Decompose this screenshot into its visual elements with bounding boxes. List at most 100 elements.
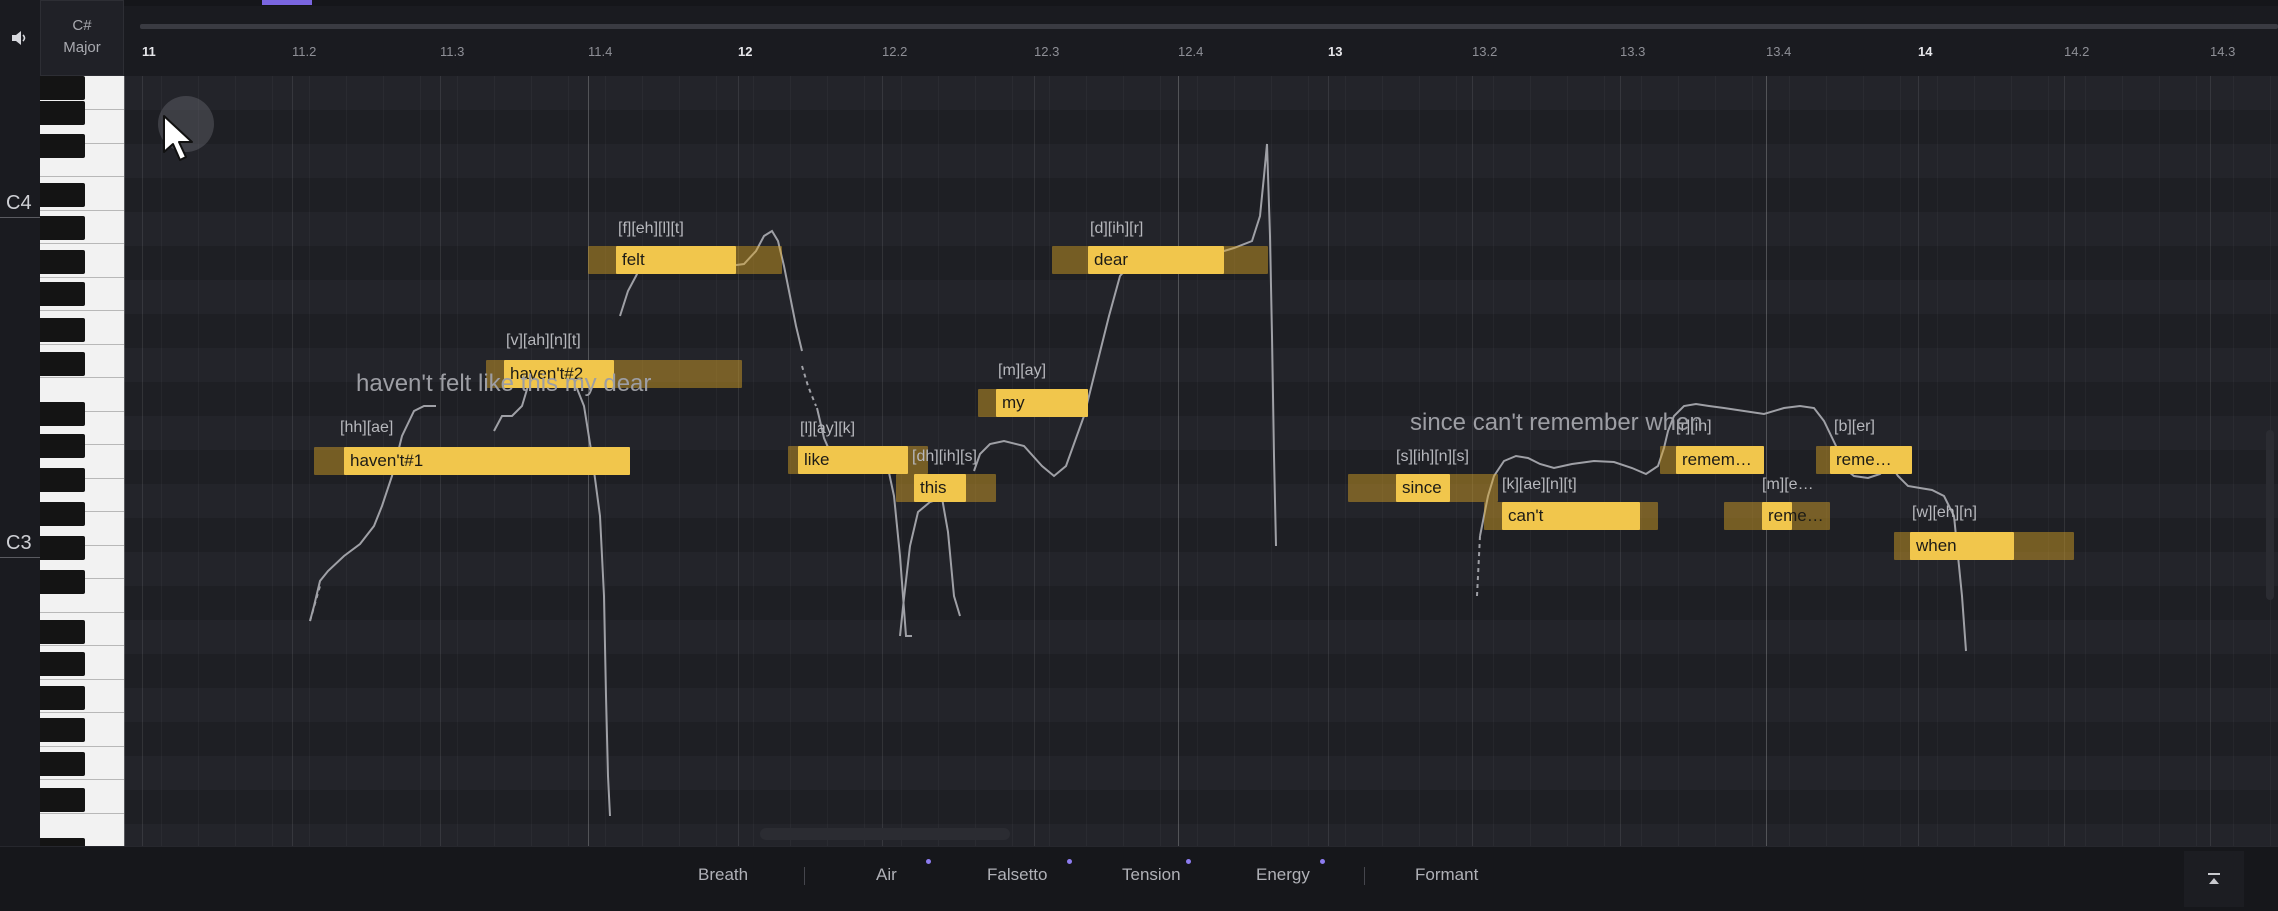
note-lyric: this: [920, 478, 947, 497]
pitch-lane: [124, 76, 2278, 110]
note-block[interactable]: dear: [1088, 246, 1224, 274]
note-grid[interactable]: haven't#1 haven't#2 felt like this my dear sinc…: [124, 76, 2278, 858]
white-key-divider: [40, 176, 124, 178]
note-phonemes[interactable]: [w][eh][n]: [1912, 504, 1977, 521]
param-tab-energy[interactable]: Energy: [1256, 865, 1310, 884]
black-key[interactable]: [40, 101, 85, 125]
black-key[interactable]: [40, 216, 85, 240]
beat-line: [2064, 76, 2065, 846]
param-tab-tension[interactable]: Tension: [1122, 865, 1181, 884]
note-block[interactable]: haven't#1: [344, 447, 630, 475]
ruler-tick-label: 14.3: [2210, 44, 2236, 59]
black-key[interactable]: [40, 76, 85, 100]
piano-keyboard[interactable]: [40, 76, 124, 846]
beat-line: [2210, 76, 2211, 846]
note-block[interactable]: felt: [616, 246, 736, 274]
note-block[interactable]: reme…: [1762, 502, 1824, 530]
note-block[interactable]: reme…: [1830, 446, 1912, 474]
note-phonemes[interactable]: [k][ae][n][t]: [1502, 476, 1577, 493]
note-block[interactable]: this: [914, 474, 966, 502]
black-key[interactable]: [40, 686, 85, 710]
white-key-divider: [40, 377, 124, 379]
black-key[interactable]: [40, 352, 85, 376]
note-phonemes[interactable]: [r][ih]: [1676, 418, 1712, 435]
param-tab-falsetto[interactable]: Falsetto: [987, 865, 1048, 884]
black-key[interactable]: [40, 570, 85, 594]
white-key-divider: [40, 343, 124, 345]
param-separator: [804, 867, 805, 885]
black-key[interactable]: [40, 318, 85, 342]
black-key[interactable]: [40, 620, 85, 644]
white-key-divider: [40, 712, 124, 714]
beat-line: [1328, 76, 1329, 846]
note-block[interactable]: haven't#2: [504, 360, 614, 388]
note-phonemes[interactable]: [d][ih][r]: [1090, 220, 1144, 237]
pitch-lane: [124, 722, 2278, 756]
pitch-lane: [124, 212, 2278, 246]
collapse-panel-button[interactable]: [2184, 851, 2244, 907]
white-key-divider: [40, 745, 124, 747]
white-key-divider: [40, 645, 124, 647]
white-key-divider: [40, 611, 124, 613]
lyric-line[interactable]: since can't remember when: [1410, 409, 1703, 436]
note-phonemes[interactable]: [l][ay][k]: [800, 420, 856, 437]
bar-line: [1766, 76, 1767, 846]
ruler-tick-label: 13.3: [1620, 44, 1646, 59]
black-key[interactable]: [40, 718, 85, 742]
param-tab-breath[interactable]: Breath: [698, 865, 749, 884]
timeline-ruler[interactable]: 11 11.2 11.3 11.4 12 12.2 12.3 12.4 13 13.2 13.3 13…: [124, 6, 2278, 76]
black-key[interactable]: [40, 502, 85, 526]
beat-line: [142, 76, 143, 846]
key-signature[interactable]: C# Major: [40, 0, 124, 76]
black-key[interactable]: [40, 652, 85, 676]
black-key[interactable]: [40, 134, 85, 158]
black-key[interactable]: [40, 282, 85, 306]
black-key[interactable]: [40, 752, 85, 776]
note-phonemes[interactable]: [s][ih][n][s]: [1396, 448, 1469, 465]
pitch-lane: [124, 416, 2278, 450]
white-key-divider: [40, 276, 124, 278]
black-key[interactable]: [40, 250, 85, 274]
param-tab-formant[interactable]: Formant: [1415, 865, 1479, 884]
note-block[interactable]: when: [1910, 532, 2014, 560]
black-key[interactable]: [40, 788, 85, 812]
selection-marker[interactable]: [262, 0, 312, 5]
black-key[interactable]: [40, 536, 85, 560]
speaker-button[interactable]: [0, 0, 41, 76]
note-block[interactable]: my: [996, 389, 1088, 417]
ruler-tick-label: 11.2: [292, 44, 317, 59]
note-lyric: reme…: [1768, 506, 1824, 525]
pitch-lane: [124, 144, 2278, 178]
horizontal-scrollbar[interactable]: [760, 828, 1010, 840]
note-phonemes[interactable]: [f][eh][l][t]: [618, 220, 684, 237]
beat-line: [292, 76, 293, 846]
vertical-scrollbar[interactable]: [2266, 430, 2274, 600]
note-block[interactable]: since: [1396, 474, 1450, 502]
black-key[interactable]: [40, 402, 85, 426]
octave-label-column: C4 C3: [0, 76, 40, 846]
note-phonemes[interactable]: [dh][ih][s]: [912, 448, 977, 465]
lyric-line[interactable]: haven't felt like this my dear: [356, 370, 652, 397]
timeline-scroll-bar[interactable]: [140, 24, 2278, 29]
top-strip: [0, 0, 2278, 6]
ruler-tick-label: 11: [142, 44, 156, 59]
pitch-lane: [124, 178, 2278, 212]
black-key[interactable]: [40, 434, 85, 458]
note-block[interactable]: remem…: [1676, 446, 1764, 474]
pitch-lane: [124, 620, 2278, 654]
pitch-lane: [124, 484, 2278, 518]
note-block[interactable]: can't: [1502, 502, 1640, 530]
white-key-divider: [40, 779, 124, 781]
note-phonemes[interactable]: [m][e…: [1762, 476, 1814, 493]
note-phonemes[interactable]: [m][ay]: [998, 362, 1047, 379]
note-phonemes[interactable]: [b][er]: [1834, 418, 1875, 435]
black-key[interactable]: [40, 183, 85, 207]
note-phonemes[interactable]: [v][ah][n][t]: [506, 332, 581, 349]
speaker-icon: [12, 31, 26, 45]
collapse-panel-icon: [2208, 873, 2220, 884]
note-phonemes[interactable]: [hh][ae]: [340, 419, 394, 436]
black-key[interactable]: [40, 468, 85, 492]
param-tab-air[interactable]: Air: [876, 865, 897, 884]
black-key[interactable]: [40, 838, 85, 846]
note-block[interactable]: like: [798, 446, 908, 474]
